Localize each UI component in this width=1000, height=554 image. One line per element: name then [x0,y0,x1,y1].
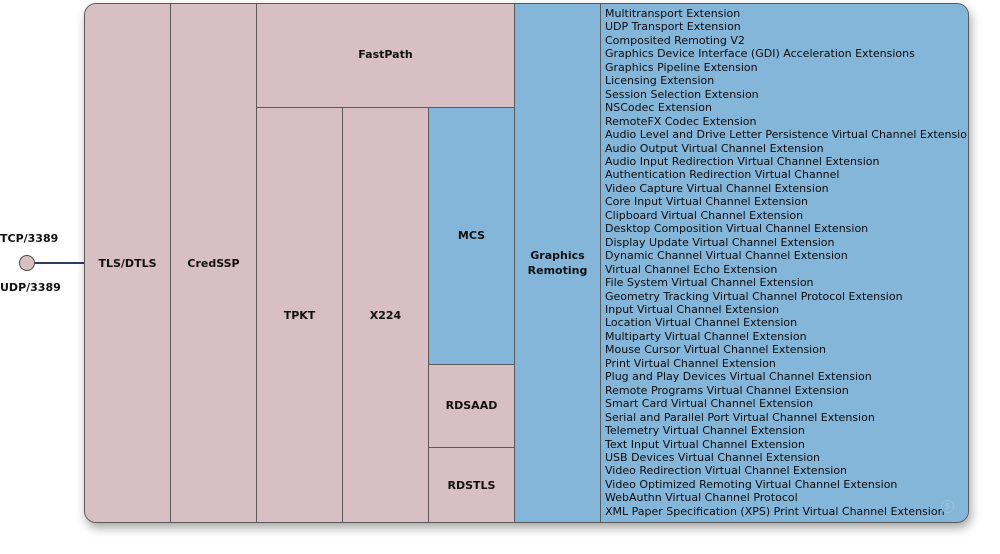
extension-item: Multitransport Extension [605,7,741,20]
layer-fastpath: FastPath [257,4,515,108]
extension-item: WebAuthn Virtual Channel Protocol [605,491,798,505]
extension-item: Video Optimized Remoting Virtual Channel… [605,477,898,491]
extension-item: Print Virtual Channel Extension [605,356,776,370]
extension-item: Text Input Virtual Channel Extension [605,437,805,451]
s-logo-icon: S [941,500,954,513]
layer-credssp: CredSSP [171,4,257,522]
extension-item: USB Devices Virtual Channel Extension [605,450,821,464]
extensions-panel [601,4,968,522]
extension-item: Telemetry Virtual Channel Extension [605,424,805,438]
extension-item: RemoteFX Codec Extension [605,114,757,128]
extension-item: Input Virtual Channel Extension [605,302,780,316]
extension-item: Remote Programs Virtual Channel Extensio… [605,383,849,397]
extension-item: Session Selection Extension [605,87,759,101]
extension-item: Display Update Virtual Channel Extension [605,235,835,249]
layer-graphics-remoting: Graphics Remoting [515,4,601,522]
extension-item: Location Virtual Channel Extension [605,316,798,330]
protocol-stack-diagram: TLS/DTLS CredSSP FastPath TPKT X224 MCS … [84,3,969,523]
extension-item: Serial and Parallel Port Virtual Channel… [605,410,875,424]
extension-item: Desktop Composition Virtual Channel Exte… [605,222,869,236]
tcp-port-label: TCP/3389 [0,232,59,245]
layer-x224: X224 [343,108,429,522]
extension-item: Authentication Redirection Virtual Chann… [605,168,840,182]
extension-item: Audio Input Redirection Virtual Channel … [605,154,880,168]
extension-item: Geometry Tracking Virtual Channel Protoc… [605,289,903,303]
extension-item: Dynamic Channel Virtual Channel Extensio… [605,249,848,263]
extension-item: Virtual Channel Echo Extension [605,262,778,276]
extension-item: Clipboard Virtual Channel Extension [605,208,804,222]
layer-tls-dtls: TLS/DTLS [85,4,171,522]
extension-item: File System Virtual Channel Extension [605,276,814,290]
layer-tpkt: TPKT [257,108,343,522]
extension-item: Core Input Virtual Channel Extension [605,195,809,209]
extension-item: UDP Transport Extension [605,20,741,34]
layer-mcs: MCS [429,108,515,365]
extension-item: NSCodec Extension [605,101,712,115]
extension-item: Composited Remoting V2 [605,33,745,47]
connector-line [35,262,85,264]
extension-item: Multiparty Virtual Channel Extension [605,329,807,343]
extension-item: Video Capture Virtual Channel Extension [605,181,829,195]
extension-item: Mouse Cursor Virtual Channel Extension [605,343,826,357]
extension-item: Audio Output Virtual Channel Extension [605,141,824,155]
extension-item: XML Paper Specification (XPS) Print Virt… [605,504,945,518]
extensions-list: Multitransport Extension UDP Transport Ex… [605,7,969,518]
udp-port-label: UDP/3389 [0,281,61,294]
extension-item: Plug and Play Devices Virtual Channel Ex… [605,370,872,384]
extension-item: Video Redirection Virtual Channel Extens… [605,464,848,478]
extension-item: Graphics Pipeline Extension [605,60,758,74]
extension-item: Smart Card Virtual Channel Extension [605,397,814,411]
layer-rdstls: RDSTLS [429,448,515,522]
layer-rdsaad: RDSAAD [429,365,515,448]
extension-item: Audio Level and Drive Letter Persistence… [605,128,969,142]
port-endpoint-icon [19,255,35,271]
extension-item: Graphics Device Interface (GDI) Accelera… [605,47,915,61]
extension-item: Licensing Extension [605,74,715,88]
